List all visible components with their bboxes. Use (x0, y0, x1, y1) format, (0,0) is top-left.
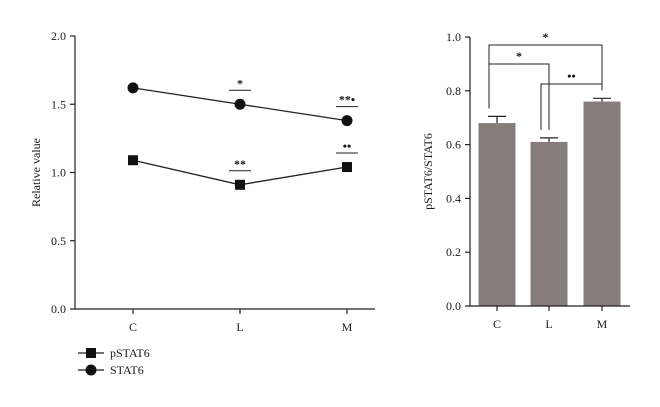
y-tick-label: 0.0 (446, 299, 461, 313)
y-tick-label: 1.0 (446, 30, 461, 44)
bar-M (583, 101, 621, 306)
significance-label: •• (343, 139, 351, 153)
significance-label: **• (339, 93, 355, 107)
y-tick-label: 0.6 (446, 138, 461, 152)
y-tick-label: 2.0 (51, 29, 66, 43)
data-point-pSTAT6 (342, 162, 352, 173)
significance-label: •• (567, 69, 575, 83)
y-tick-label: 1.0 (51, 166, 66, 180)
y-axis-title: Relative value (29, 138, 43, 207)
legend-marker-pSTAT6 (86, 348, 96, 358)
y-tick-label: 0.5 (51, 234, 66, 248)
line-chart: 0.0 0.5 1.0 1.5 2.0 C L M Relative value * **• ** •• (29, 29, 375, 334)
legend-marker-STAT6 (85, 364, 97, 376)
x-tick-label: L (545, 317, 552, 331)
y-tick-label: 0.4 (446, 191, 461, 205)
data-point-pSTAT6 (128, 155, 138, 166)
significance-label: * (516, 49, 522, 63)
data-point-STAT6 (341, 115, 353, 127)
x-tick-label: M (342, 320, 353, 334)
y-tick-label: 0.8 (446, 84, 461, 98)
x-tick-label: L (236, 320, 243, 334)
significance-label: ** (234, 157, 246, 171)
legend-label-STAT6: STAT6 (110, 363, 144, 377)
y-tick-label: 0.0 (51, 302, 66, 316)
significance-label: * (543, 30, 549, 44)
significance-bracket (488, 44, 603, 109)
y-axis-title: pSTAT6/STAT6 (421, 133, 435, 210)
significance-bracket (488, 63, 550, 130)
x-tick-label: C (493, 317, 501, 331)
bar-C (478, 123, 516, 306)
x-tick-label: M (597, 317, 608, 331)
x-tick-label: C (129, 320, 137, 334)
y-tick-label: 0.2 (446, 245, 461, 259)
bar-L (530, 141, 568, 306)
legend-label-pSTAT6: pSTAT6 (110, 346, 150, 360)
y-tick-label: 1.5 (51, 97, 66, 111)
significance-label: * (237, 76, 243, 90)
legend: pSTAT6 STAT6 (78, 346, 150, 377)
data-point-STAT6 (234, 98, 246, 110)
data-point-pSTAT6 (235, 179, 245, 190)
significance-bracket (540, 83, 603, 130)
data-point-STAT6 (127, 82, 139, 94)
